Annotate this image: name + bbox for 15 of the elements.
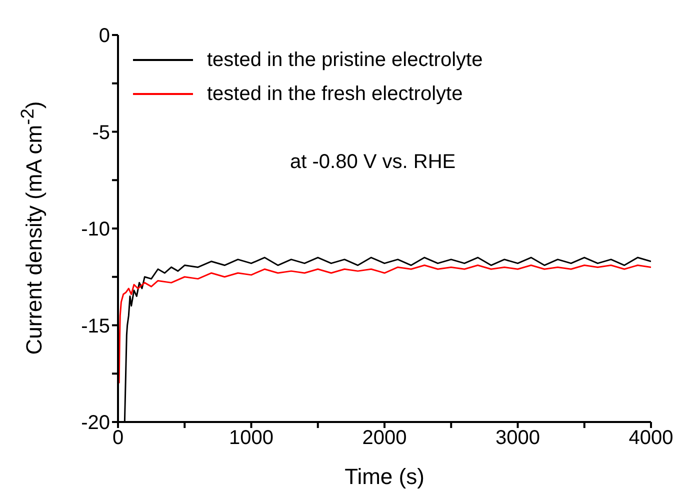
legend-label: tested in the fresh electrolyte bbox=[207, 82, 463, 107]
annotation: at -0.80 V vs. RHE bbox=[290, 151, 456, 174]
x-axis-title: Time (s) bbox=[344, 464, 424, 489]
x-tick-label: 2000 bbox=[362, 427, 407, 450]
x-tick-label: 3000 bbox=[496, 427, 540, 450]
legend-label: tested in the pristine electrolyte bbox=[207, 48, 483, 73]
line-series bbox=[118, 264, 651, 384]
y-tick-label: -10 bbox=[81, 218, 110, 241]
y-tick-label: -15 bbox=[81, 315, 110, 338]
x-tick-label: 1000 bbox=[229, 427, 274, 450]
y-tick-label: 0 bbox=[98, 25, 110, 48]
y-tick-label: -5 bbox=[92, 122, 110, 144]
x-tick-label: 4000 bbox=[628, 427, 674, 450]
y-tick-label: -20 bbox=[81, 412, 110, 434]
x-tick-label: 0 bbox=[112, 427, 124, 450]
